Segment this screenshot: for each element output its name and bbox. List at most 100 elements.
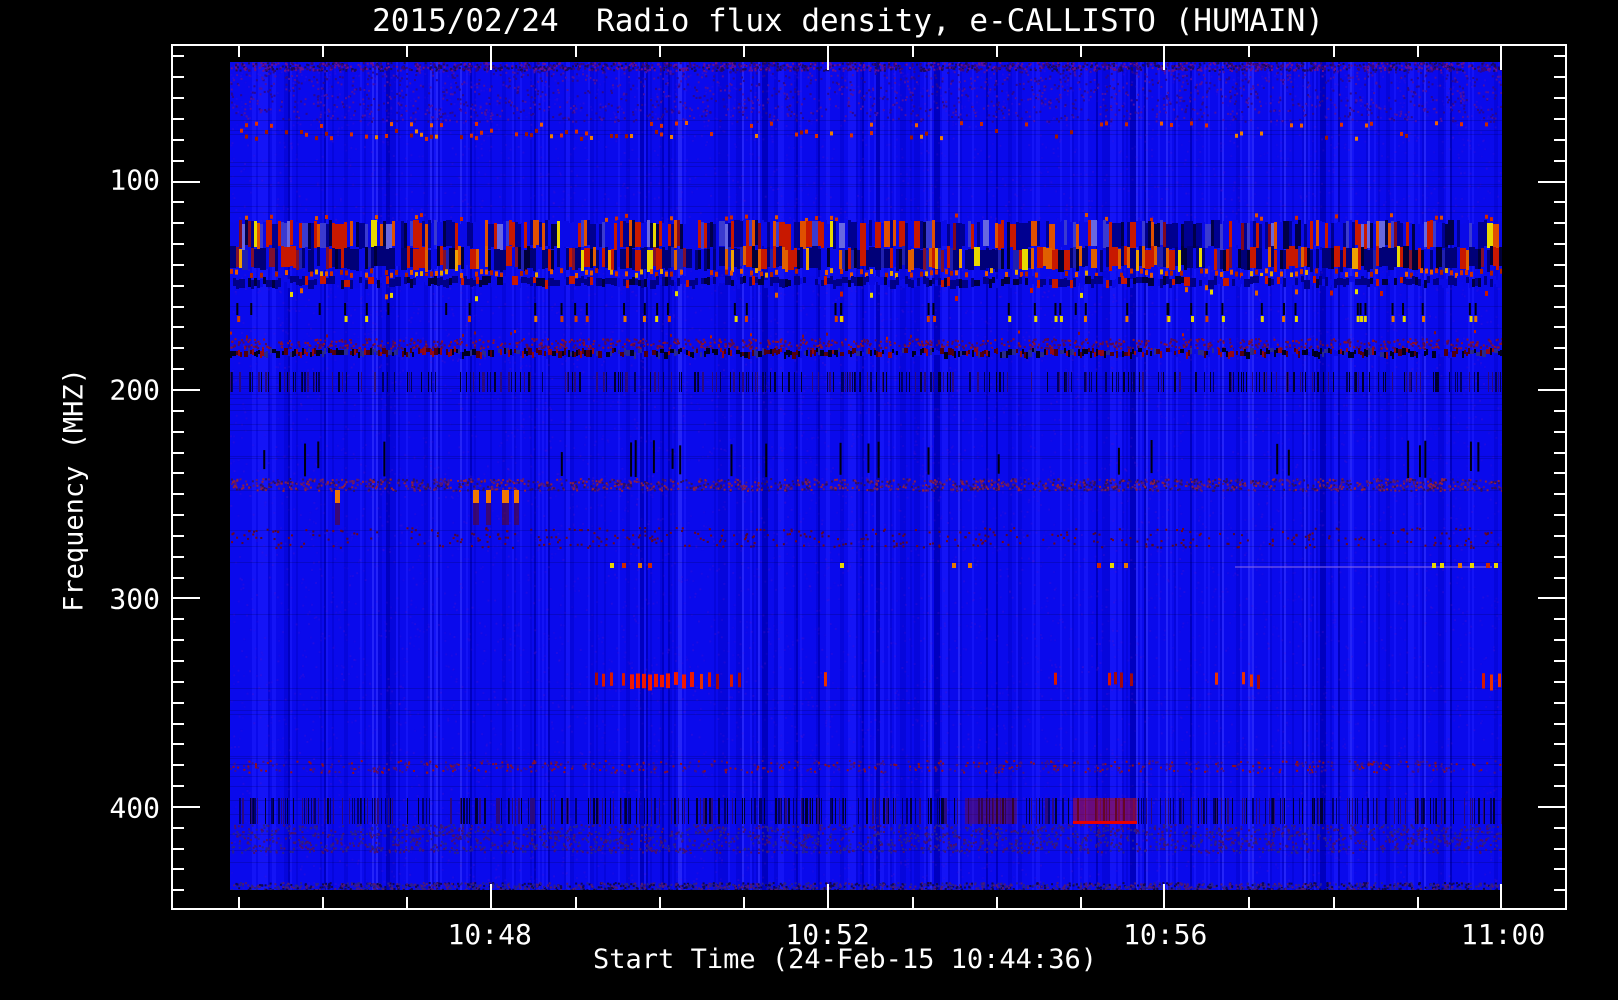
- y-minor-tick-right: [1554, 764, 1565, 767]
- y-minor-tick-left: [173, 409, 184, 412]
- y-minor-tick-left: [173, 493, 184, 496]
- y-minor-tick-left: [173, 368, 184, 371]
- x-minor-tick-bottom: [1332, 897, 1335, 908]
- y-minor-tick-right: [1554, 347, 1565, 350]
- y-tick-labels: 100 200 300 400: [0, 44, 160, 910]
- y-minor-tick-right: [1554, 138, 1565, 141]
- y-minor-tick-right: [1554, 409, 1565, 412]
- x-tick-labels: 10:48 10:52 10:56 11:00: [171, 918, 1567, 952]
- y-minor-tick-left: [173, 785, 184, 788]
- y-minor-tick-left: [173, 722, 184, 725]
- y-minor-tick-right: [1554, 826, 1565, 829]
- x-minor-tick-top: [1080, 46, 1082, 57]
- x-major-tick-top: [1163, 46, 1166, 70]
- y-minor-tick-left: [173, 430, 184, 433]
- x-minor-tick-top: [658, 46, 661, 57]
- spectrogram-image: [230, 62, 1502, 890]
- x-minor-tick-top: [574, 46, 577, 57]
- x-minor-tick-bottom: [743, 897, 746, 908]
- y-minor-tick-left: [173, 284, 184, 287]
- x-minor-tick-top: [406, 46, 409, 57]
- x-minor-tick-bottom: [658, 897, 661, 908]
- y-minor-tick-left: [173, 76, 184, 79]
- y-major-tick-right: [1538, 597, 1565, 600]
- y-minor-tick-left: [173, 159, 184, 162]
- y-minor-tick-right: [1554, 534, 1565, 537]
- y-minor-tick-left: [173, 243, 184, 246]
- y-minor-tick-left: [173, 326, 184, 329]
- y-minor-tick-left: [173, 618, 184, 621]
- y-minor-tick-right: [1554, 514, 1565, 517]
- y-minor-tick-right: [1554, 701, 1565, 704]
- x-tick-label: 11:00: [1460, 918, 1546, 951]
- x-major-tick-bottom: [489, 884, 492, 908]
- y-minor-tick-left: [173, 201, 184, 204]
- y-minor-tick-right: [1554, 305, 1565, 308]
- x-major-tick-top: [826, 46, 829, 70]
- x-minor-tick-bottom: [1416, 897, 1419, 908]
- y-minor-tick-left: [173, 138, 184, 141]
- y-minor-tick-right: [1554, 76, 1565, 79]
- x-minor-tick-top: [1248, 46, 1251, 57]
- y-minor-tick-left: [173, 222, 184, 225]
- y-minor-tick-right: [1554, 847, 1565, 850]
- plot-frame: [171, 44, 1567, 910]
- y-minor-tick-left: [173, 55, 184, 58]
- x-minor-tick-bottom: [1248, 897, 1251, 908]
- y-minor-tick-right: [1554, 222, 1565, 225]
- x-tick-label: 10:56: [1123, 918, 1208, 951]
- x-minor-tick-bottom: [1080, 897, 1082, 908]
- x-minor-tick-bottom: [237, 897, 240, 908]
- x-minor-tick-bottom: [995, 897, 998, 908]
- y-minor-tick-right: [1554, 555, 1565, 558]
- y-tick-label: 200: [109, 373, 160, 407]
- plot-title: 2015/02/24 Radio flux density, e-CALLIST…: [372, 3, 1324, 39]
- y-minor-tick-left: [173, 97, 184, 100]
- y-minor-tick-right: [1554, 430, 1565, 433]
- y-minor-tick-right: [1554, 55, 1565, 58]
- y-minor-tick-right: [1554, 722, 1565, 725]
- y-major-tick-right: [1538, 805, 1565, 808]
- y-minor-tick-right: [1554, 159, 1565, 162]
- y-tick-label: 100: [109, 163, 160, 197]
- x-minor-tick-top: [322, 46, 325, 57]
- y-minor-tick-left: [173, 514, 184, 517]
- y-minor-tick-left: [173, 263, 184, 266]
- y-major-tick-right: [1538, 180, 1565, 183]
- y-minor-tick-right: [1554, 785, 1565, 788]
- y-minor-tick-left: [173, 764, 184, 767]
- x-tick-label: 10:52: [785, 918, 870, 951]
- x-minor-tick-top: [911, 46, 914, 57]
- y-minor-tick-left: [173, 117, 184, 120]
- x-minor-tick-top: [237, 46, 240, 57]
- y-minor-tick-right: [1554, 368, 1565, 371]
- y-minor-tick-right: [1554, 618, 1565, 621]
- y-minor-tick-left: [173, 847, 184, 850]
- y-minor-tick-right: [1554, 680, 1565, 683]
- x-minor-tick-bottom: [406, 897, 409, 908]
- y-minor-tick-left: [173, 743, 184, 746]
- y-minor-tick-right: [1554, 868, 1565, 871]
- y-minor-tick-right: [1554, 243, 1565, 246]
- x-major-tick-top: [1500, 46, 1503, 70]
- y-minor-tick-left: [173, 305, 184, 308]
- y-minor-tick-right: [1554, 451, 1565, 454]
- y-minor-tick-left: [173, 451, 184, 454]
- y-minor-tick-left: [173, 534, 184, 537]
- y-minor-tick-left: [173, 555, 184, 558]
- y-minor-tick-right: [1554, 576, 1565, 579]
- x-axis-label: Start Time (24-Feb-15 10:44:36): [593, 944, 1097, 975]
- y-minor-tick-right: [1554, 889, 1565, 892]
- y-minor-tick-left: [173, 680, 184, 683]
- x-major-tick-bottom: [1500, 884, 1503, 908]
- y-axis-label: Frequency (MHZ): [58, 368, 90, 612]
- y-tick-label: 300: [109, 582, 160, 616]
- y-minor-tick-right: [1554, 117, 1565, 120]
- y-minor-tick-left: [173, 472, 184, 475]
- y-minor-tick-left: [173, 889, 184, 892]
- y-minor-tick-left: [173, 576, 184, 579]
- y-minor-tick-right: [1554, 472, 1565, 475]
- y-major-tick-right: [1538, 388, 1565, 391]
- y-minor-tick-right: [1554, 639, 1565, 642]
- y-minor-tick-right: [1554, 493, 1565, 496]
